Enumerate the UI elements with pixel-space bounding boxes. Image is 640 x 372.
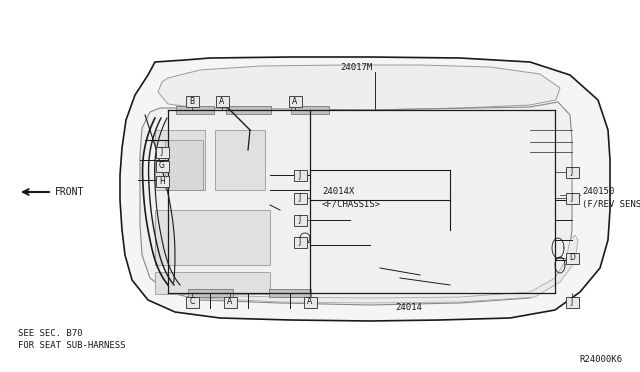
Bar (225, 106, 271, 114)
Bar (156, 147, 168, 157)
Text: A: A (220, 96, 225, 106)
Text: H: H (159, 176, 165, 186)
Text: J: J (299, 237, 301, 247)
Bar (294, 192, 307, 203)
Bar (566, 167, 579, 177)
Polygon shape (158, 65, 560, 110)
Text: G: G (159, 161, 165, 170)
Bar (289, 96, 301, 106)
Bar (566, 253, 579, 263)
Text: B: B (189, 96, 195, 106)
Bar (176, 106, 214, 114)
Bar (294, 215, 307, 225)
Text: J: J (299, 215, 301, 224)
Bar (186, 296, 198, 308)
Text: (F/REV SENS): (F/REV SENS) (582, 199, 640, 208)
Bar (294, 170, 307, 180)
Text: J: J (571, 298, 573, 307)
Bar (165, 140, 203, 190)
Text: 24014X: 24014X (322, 187, 355, 196)
Bar (566, 192, 579, 203)
Text: SEE SEC. B70: SEE SEC. B70 (18, 330, 83, 339)
Text: FRONT: FRONT (55, 187, 84, 197)
Bar (223, 296, 237, 308)
Bar (215, 130, 265, 190)
Bar (188, 289, 232, 297)
Text: <F/CHASSIS>: <F/CHASSIS> (322, 199, 381, 208)
Text: A: A (292, 96, 298, 106)
Text: J: J (161, 148, 163, 157)
Bar (156, 176, 168, 186)
Text: J: J (571, 193, 573, 202)
Text: R24000K6: R24000K6 (579, 356, 622, 365)
Text: J: J (299, 193, 301, 202)
Bar (156, 160, 168, 171)
Bar (294, 237, 307, 247)
Bar (155, 272, 270, 294)
Bar (186, 96, 198, 106)
Bar (566, 296, 579, 308)
Text: FOR SEAT SUB-HARNESS: FOR SEAT SUB-HARNESS (18, 341, 125, 350)
Bar (155, 210, 270, 265)
Bar (216, 96, 228, 106)
Text: A: A (307, 298, 312, 307)
Text: D: D (569, 253, 575, 263)
Text: A: A (227, 298, 232, 307)
Text: 24017M: 24017M (340, 64, 372, 73)
Text: 24014: 24014 (395, 304, 422, 312)
Polygon shape (140, 102, 572, 305)
Bar (291, 106, 329, 114)
Polygon shape (120, 57, 610, 321)
Text: C: C (189, 298, 195, 307)
Bar (155, 130, 205, 190)
Text: 240150: 240150 (582, 187, 614, 196)
Text: J: J (299, 170, 301, 180)
Text: J: J (571, 167, 573, 176)
Bar (269, 289, 311, 297)
Polygon shape (175, 235, 578, 303)
Bar (303, 296, 317, 308)
